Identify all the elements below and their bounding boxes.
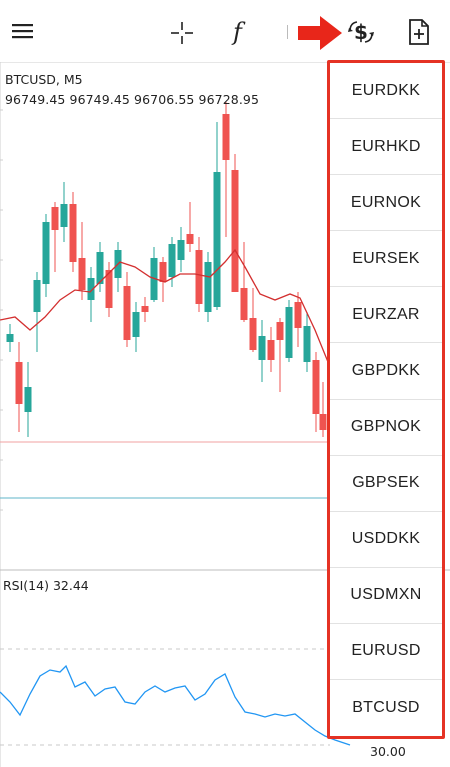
symbol-item-eurnok[interactable]: EURNOK [330,175,442,232]
candle-body-15 [141,306,149,312]
function-f-icon[interactable]: f [226,16,254,48]
candle-body-7 [69,204,77,262]
symbol-item-eursek[interactable]: EURSEK [330,231,442,288]
candle-body-30 [276,322,284,340]
svg-text:$: $ [354,20,368,44]
symbol-item-gbpnok[interactable]: GBPNOK [330,400,442,456]
rsi-indicator-label: RSI(14) 32.44 [3,578,89,593]
candle-body-20 [186,234,194,244]
candle-body-21 [195,250,203,304]
symbol-item-gbpdkk[interactable]: GBPDKK [330,343,442,400]
annotation-arrow-icon [296,14,344,52]
symbol-item-gbpsek[interactable]: GBPSEK [330,456,442,512]
candle-body-18 [168,244,176,277]
candle-body-14 [132,312,140,337]
currency-exchange-icon[interactable]: $ [345,16,377,48]
candle-body-28 [258,336,266,360]
symbol-item-usdmxn[interactable]: USDMXN [330,568,442,624]
rsi-line [0,664,351,746]
candle-body-29 [267,340,275,360]
hamburger-menu-icon[interactable] [8,18,38,44]
symbol-item-usddkk[interactable]: USDDKK [330,512,442,568]
candle-body-33 [303,326,311,362]
symbol-item-btcusd[interactable]: BTCUSD [352,699,420,717]
symbol-list-panel: EURDKK EURHKD EURNOK EURSEK EURZAR GBPDK… [327,60,445,739]
candle-body-17 [159,262,167,282]
candle-body-9 [87,278,95,300]
candle-body-8 [78,258,86,290]
candle-body-6 [60,204,68,227]
moving-average-line [0,248,329,363]
symbol-item-eurdkk[interactable]: EURDKK [330,63,442,120]
candle-body-11 [105,270,113,308]
candle-body-31 [285,307,293,358]
candle-body-22 [204,262,212,312]
crosshair-icon[interactable] [167,18,197,48]
symbol-item-eurhkd[interactable]: EURHKD [330,119,442,176]
candle-body-27 [249,318,257,350]
candle-body-5 [51,207,59,230]
top-toolbar: f $ [0,0,450,62]
price-chart-canvas[interactable] [0,62,450,767]
rsi-level-label: 30.00 [370,744,406,759]
candle-body-1 [15,362,23,404]
symbol-item-eurusd[interactable]: EURUSD [330,624,442,681]
symbol-item-eurzar[interactable]: EURZAR [330,287,442,344]
chart-symbol-timeframe: BTCUSD, M5 [5,72,83,87]
svg-text:f: f [231,18,246,46]
candle-body-34 [312,360,320,414]
candle-body-3 [33,280,41,312]
candle-body-19 [177,240,185,260]
candle-body-0 [6,334,14,342]
candle-body-26 [240,288,248,320]
candle-body-24 [222,114,230,160]
candle-body-25 [231,170,239,292]
candle-body-13 [123,286,131,340]
add-document-icon[interactable] [404,16,434,48]
chart-ohlc-values: 96749.45 96749.45 96706.55 96728.95 [5,92,259,107]
candle-body-35 [319,414,327,430]
candle-body-4 [42,222,50,284]
toolbar-divider [287,25,288,39]
candle-body-10 [96,252,104,284]
candle-body-32 [294,302,302,328]
candle-body-2 [24,387,32,412]
candle-body-23 [213,172,221,307]
